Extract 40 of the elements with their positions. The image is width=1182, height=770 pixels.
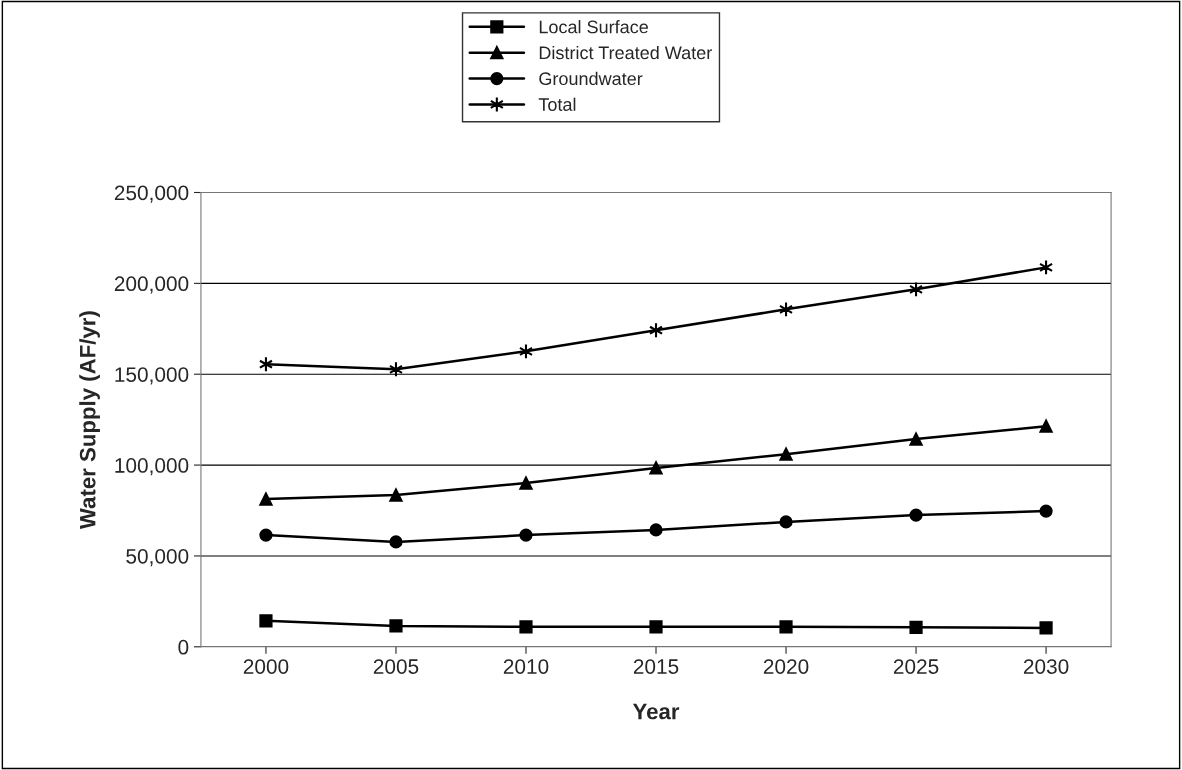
point bbox=[1039, 504, 1053, 518]
point bbox=[909, 620, 923, 634]
y-tick-label: 50,000 bbox=[126, 548, 189, 567]
point bbox=[909, 432, 923, 446]
point bbox=[389, 535, 403, 549]
y-tick-label: 200,000 bbox=[114, 276, 189, 294]
y-tick-label: 250,000 bbox=[114, 185, 189, 203]
y-tick-label: 100,000 bbox=[115, 458, 189, 476]
y-axis-title: Water Supply (AF/yr) bbox=[79, 311, 100, 530]
legend-label: Local Surface bbox=[539, 20, 648, 34]
x-tick-label: 2020 bbox=[763, 659, 809, 674]
point bbox=[259, 528, 273, 542]
x-axis-title: Year bbox=[632, 703, 680, 720]
point bbox=[649, 620, 663, 634]
point bbox=[519, 476, 533, 490]
x-tick-label: 2025 bbox=[893, 659, 939, 674]
point bbox=[1039, 621, 1053, 635]
y-tick-label: 150,000 bbox=[115, 367, 189, 385]
point bbox=[519, 620, 533, 634]
point bbox=[649, 523, 663, 537]
point bbox=[259, 492, 273, 506]
point bbox=[779, 447, 793, 461]
x-tick-label: 2005 bbox=[373, 659, 419, 674]
x-tick-label: 2030 bbox=[1023, 659, 1069, 674]
point bbox=[779, 620, 793, 634]
legend-label: Groundwater bbox=[539, 71, 643, 86]
point bbox=[779, 515, 793, 529]
x-tick-label: 2010 bbox=[503, 659, 549, 674]
x-tick-label: 2000 bbox=[243, 659, 289, 674]
point bbox=[649, 461, 663, 475]
legend-label: District Treated Water bbox=[539, 45, 712, 60]
point bbox=[259, 614, 273, 628]
point bbox=[389, 488, 403, 502]
point bbox=[519, 528, 533, 542]
legend-label: Total bbox=[538, 97, 576, 111]
x-tick-label: 2015 bbox=[633, 659, 679, 674]
y-tick-label: 0 bbox=[178, 639, 189, 655]
point bbox=[389, 619, 403, 633]
point bbox=[909, 508, 923, 522]
point bbox=[1039, 419, 1053, 433]
